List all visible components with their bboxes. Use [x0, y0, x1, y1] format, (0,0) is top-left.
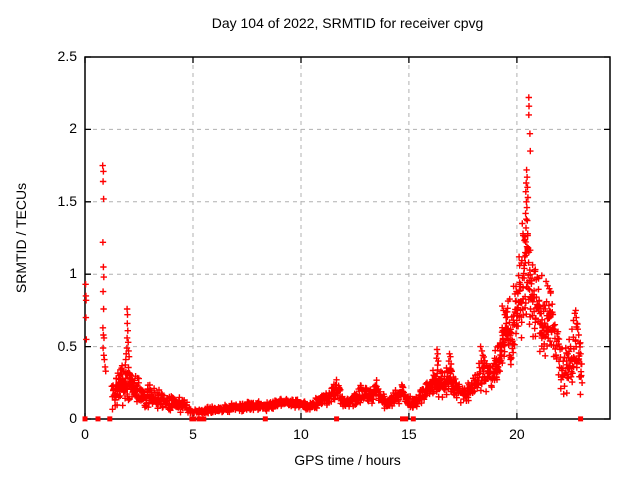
y-tick-label: 1.5	[57, 192, 77, 209]
x-tick-label: 0	[81, 426, 89, 442]
y-tick-label: 1	[69, 265, 77, 282]
x-tick-label: 15	[401, 426, 417, 442]
y-tick-label: 2	[69, 120, 77, 137]
gridlines	[85, 57, 610, 419]
y-tick-label: 0	[69, 410, 77, 426]
y-tick-label: 2.5	[57, 48, 77, 64]
plot-border	[84, 56, 611, 420]
x-tick-label: 10	[293, 426, 309, 442]
x-axis-title: GPS time / hours	[294, 452, 401, 468]
x-tick-label: 5	[189, 426, 197, 442]
chart-title: Day 104 of 2022, SRMTID for receiver cpv…	[211, 15, 484, 31]
y-tick-label: 0.5	[57, 337, 77, 354]
tick-marks	[84, 56, 610, 420]
x-tick-label: 20	[509, 426, 525, 442]
scatter-points	[82, 94, 586, 418]
